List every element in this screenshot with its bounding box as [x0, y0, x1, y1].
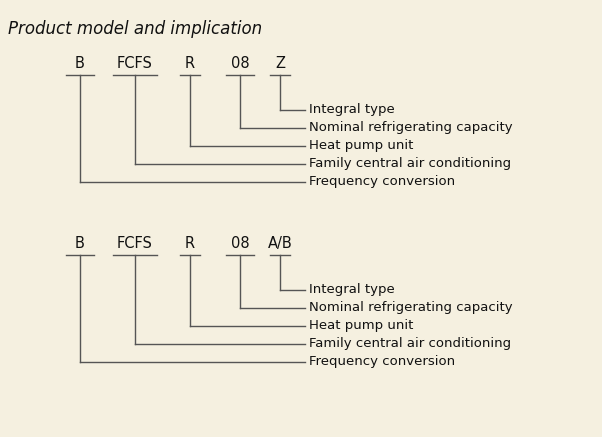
- Text: FCFS: FCFS: [117, 236, 153, 251]
- Text: R: R: [185, 56, 195, 71]
- Text: Z: Z: [275, 56, 285, 71]
- Text: B: B: [75, 236, 85, 251]
- Text: Family central air conditioning: Family central air conditioning: [309, 337, 511, 350]
- Text: Heat pump unit: Heat pump unit: [309, 319, 414, 333]
- Text: Frequency conversion: Frequency conversion: [309, 176, 455, 188]
- Text: Integral type: Integral type: [309, 104, 395, 117]
- Text: Integral type: Integral type: [309, 284, 395, 296]
- Text: 08: 08: [231, 236, 249, 251]
- Text: Nominal refrigerating capacity: Nominal refrigerating capacity: [309, 121, 513, 135]
- Text: A/B: A/B: [268, 236, 293, 251]
- Text: Nominal refrigerating capacity: Nominal refrigerating capacity: [309, 302, 513, 315]
- Text: FCFS: FCFS: [117, 56, 153, 71]
- Text: B: B: [75, 56, 85, 71]
- Text: R: R: [185, 236, 195, 251]
- Text: Product model and implication: Product model and implication: [8, 20, 262, 38]
- Text: Heat pump unit: Heat pump unit: [309, 139, 414, 153]
- Text: Family central air conditioning: Family central air conditioning: [309, 157, 511, 170]
- Text: Frequency conversion: Frequency conversion: [309, 356, 455, 368]
- Text: 08: 08: [231, 56, 249, 71]
